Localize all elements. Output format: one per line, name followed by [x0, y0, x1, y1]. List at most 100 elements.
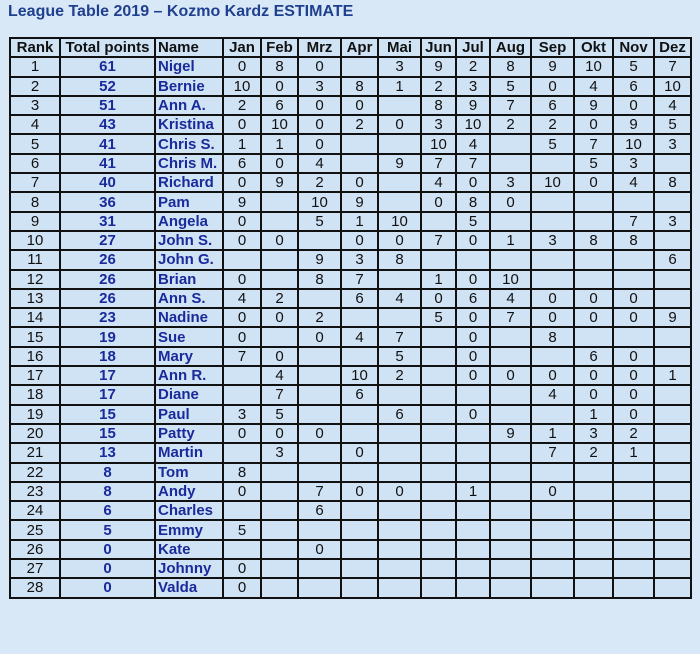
month-cell-nov: 9 — [612, 114, 655, 136]
month-cell-mrz: 0 — [297, 538, 342, 561]
month-cell-sep: 1 — [530, 422, 575, 445]
month-cell-jun — [420, 519, 457, 541]
month-cell-feb — [260, 519, 299, 541]
points-cell: 26 — [59, 249, 156, 271]
month-cell-apr — [340, 577, 379, 599]
table-row: 15 19 Sue 0 0 4 7 0 8 — [9, 326, 692, 348]
month-cell-apr: 4 — [340, 326, 379, 348]
rank-cell: 26 — [9, 538, 61, 561]
month-cell-mai — [377, 172, 422, 194]
month-cell-apr — [340, 133, 379, 155]
name-cell: Bernie — [154, 75, 224, 97]
month-cell-dez — [653, 326, 692, 348]
month-cell-okt: 0 — [573, 114, 614, 136]
table-row: 12 26 Brian 0 8 7 1 0 10 — [9, 268, 692, 290]
name-cell: Mary — [154, 345, 224, 368]
rank-cell: 20 — [9, 422, 61, 445]
month-cell-mrz: 0 — [297, 94, 342, 117]
month-cell-mai: 1 — [377, 75, 422, 97]
month-cell-jan: 0 — [222, 326, 262, 348]
name-cell: Johnny — [154, 558, 224, 580]
month-cell-sep: 5 — [530, 133, 575, 155]
month-cell-mai — [377, 94, 422, 117]
name-cell: Ann S. — [154, 287, 224, 310]
month-cell-mai: 3 — [377, 56, 422, 78]
month-cell-okt — [573, 191, 614, 213]
month-cell-nov — [612, 268, 655, 290]
table-row: 24 6 Charles 6 — [9, 500, 692, 522]
month-cell-dez: 6 — [653, 249, 692, 271]
points-cell: 0 — [59, 558, 156, 580]
month-cell-mai: 0 — [377, 114, 422, 136]
month-cell-aug — [489, 519, 532, 541]
name-cell: Brian — [154, 268, 224, 290]
month-cell-mrz: 8 — [297, 268, 342, 290]
month-cell-jun: 4 — [420, 172, 457, 194]
month-cell-dez — [653, 384, 692, 406]
month-cell-feb — [260, 500, 299, 522]
month-cell-jul: 0 — [455, 326, 491, 348]
month-cell-aug — [489, 133, 532, 155]
rank-cell: 3 — [9, 94, 61, 117]
name-cell: Chris M. — [154, 152, 224, 175]
month-cell-feb: 5 — [260, 403, 299, 425]
month-cell-jan: 0 — [222, 210, 262, 232]
month-cell-mai: 6 — [377, 403, 422, 425]
rank-cell: 16 — [9, 345, 61, 368]
name-cell: Andy — [154, 480, 224, 503]
month-cell-dez — [653, 229, 692, 252]
name-cell: Charles — [154, 500, 224, 522]
month-cell-jul: 7 — [455, 152, 491, 175]
table-row: 18 17 Diane 7 6 4 0 0 — [9, 384, 692, 406]
month-cell-apr: 9 — [340, 191, 379, 213]
month-cell-dez — [653, 191, 692, 213]
month-cell-mrz: 3 — [297, 75, 342, 97]
table-row: 2 52 Bernie 10 0 3 8 1 2 3 5 0 4 6 10 — [9, 75, 692, 97]
month-cell-okt — [573, 326, 614, 348]
name-cell: Ann A. — [154, 94, 224, 117]
month-cell-okt — [573, 249, 614, 271]
points-cell: 27 — [59, 229, 156, 252]
month-cell-nov: 5 — [612, 56, 655, 78]
month-cell-mrz — [297, 229, 342, 252]
month-cell-jul: 2 — [455, 56, 491, 78]
month-cell-feb: 9 — [260, 172, 299, 194]
month-cell-dez — [653, 500, 692, 522]
month-cell-jan: 10 — [222, 75, 262, 97]
month-cell-nov — [612, 500, 655, 522]
month-cell-mrz — [297, 384, 342, 406]
month-cell-jan: 0 — [222, 172, 262, 194]
column-header-name: Name — [154, 36, 224, 59]
month-cell-sep — [530, 152, 575, 175]
month-cell-apr: 10 — [340, 365, 379, 387]
month-cell-feb: 10 — [260, 114, 299, 136]
table-row: 17 17 Ann R. 4 10 2 0 0 0 0 0 1 — [9, 365, 692, 387]
month-cell-apr: 8 — [340, 75, 379, 97]
month-cell-feb — [260, 480, 299, 503]
table-row: 23 8 Andy 0 7 0 0 1 0 — [9, 480, 692, 503]
column-header-mrz: Mrz — [297, 36, 342, 59]
month-cell-dez: 5 — [653, 114, 692, 136]
month-cell-feb: 7 — [260, 384, 299, 406]
month-cell-feb: 6 — [260, 94, 299, 117]
month-cell-jan: 0 — [222, 229, 262, 252]
month-cell-nov: 8 — [612, 229, 655, 252]
month-cell-mai — [377, 461, 422, 483]
month-cell-jun — [420, 538, 457, 561]
month-cell-mrz — [297, 461, 342, 483]
table-row: 5 41 Chris S. 1 1 0 10 4 5 7 10 3 — [9, 133, 692, 155]
month-cell-aug — [489, 558, 532, 580]
month-cell-sep: 10 — [530, 172, 575, 194]
points-cell: 15 — [59, 422, 156, 445]
month-cell-jul: 0 — [455, 307, 491, 329]
table-row: 9 31 Angela 0 5 1 10 5 7 3 — [9, 210, 692, 232]
table-row: 11 26 John G. 9 3 8 6 — [9, 249, 692, 271]
table-row: 28 0 Valda 0 — [9, 577, 692, 599]
column-header-jul: Jul — [455, 36, 491, 59]
month-cell-okt: 4 — [573, 75, 614, 97]
month-cell-sep — [530, 577, 575, 599]
month-cell-aug — [489, 152, 532, 175]
month-cell-jan: 0 — [222, 268, 262, 290]
rank-cell: 22 — [9, 461, 61, 483]
name-cell: Ann R. — [154, 365, 224, 387]
